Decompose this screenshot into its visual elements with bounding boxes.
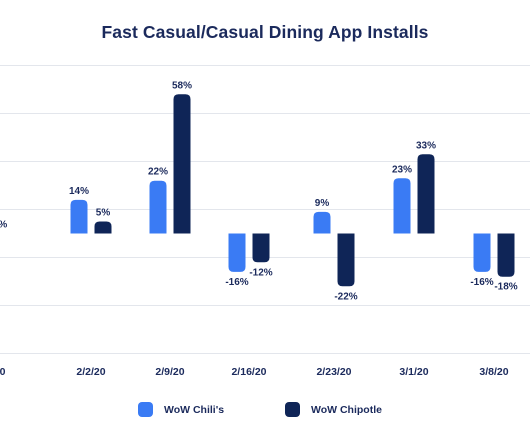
legend-label-chilis: WoW Chili's	[164, 403, 225, 416]
data-label-chilis-4: 9%	[315, 198, 330, 209]
data-label-chipotle-5: 33%	[416, 140, 436, 151]
x-tick-label-4: 2/23/20	[316, 366, 351, 378]
legend-swatch-chipotle	[285, 402, 300, 417]
bar-chilis-2	[149, 180, 167, 234]
bars	[70, 94, 515, 287]
legend-label-chipotle: WoW Chipotle	[311, 403, 382, 416]
chart-title: Fast Casual/Casual Dining App Installs	[101, 22, 429, 42]
bar-chilis-6	[473, 233, 491, 272]
bar-chipotle-6	[497, 233, 515, 277]
data-labels: -2%14%22%-16%9%23%-16%0%5%58%-12%-22%33%…	[0, 80, 518, 302]
data-label-chilis-1: 14%	[69, 186, 89, 197]
legend-item-chipotle: WoW Chipotle	[285, 402, 382, 417]
data-label-chipotle-4: -22%	[334, 291, 357, 302]
x-tick-labels: 1/26/20 2/2/20 2/9/20 2/16/20 2/23/20 3/1/20 3…	[0, 366, 509, 378]
bar-chilis-4	[313, 211, 331, 234]
x-tick-label-2: 2/9/20	[155, 366, 184, 378]
data-label-chipotle-6: -18%	[494, 282, 517, 293]
data-label-chipotle-2: 58%	[172, 80, 192, 91]
bar-chipotle-4	[337, 233, 355, 287]
x-tick-label-5: 3/1/20	[399, 366, 428, 378]
bar-chilis-5	[393, 178, 411, 234]
data-label-chipotle-1: 5%	[96, 208, 111, 219]
x-tick-label-3: 2/16/20	[231, 366, 266, 378]
bar-chilis-1	[70, 199, 88, 234]
data-label-chipotle-0: 0%	[0, 220, 7, 231]
legend: WoW Chili's WoW Chipotle	[0, 402, 530, 422]
x-tick-label-0: 1/26/20	[0, 366, 6, 378]
bar-chipotle-5	[417, 154, 435, 234]
legend-swatch-chilis	[138, 402, 153, 417]
x-tick-label-1: 2/2/20	[76, 366, 105, 378]
data-label-chilis-3: -16%	[225, 277, 248, 288]
legend-item-chilis: WoW Chili's	[138, 402, 224, 417]
bar-chipotle-2	[173, 94, 191, 234]
data-label-chilis-2: 22%	[148, 167, 168, 178]
data-label-chilis-5: 23%	[392, 164, 412, 175]
bar-chilis-3	[228, 233, 246, 272]
bar-chipotle-3	[252, 233, 270, 263]
data-label-chipotle-3: -12%	[249, 267, 272, 278]
bar-chipotle-1	[94, 221, 112, 234]
data-label-chilis-6: -16%	[470, 277, 493, 288]
x-tick-label-6: 3/8/20	[479, 366, 508, 378]
